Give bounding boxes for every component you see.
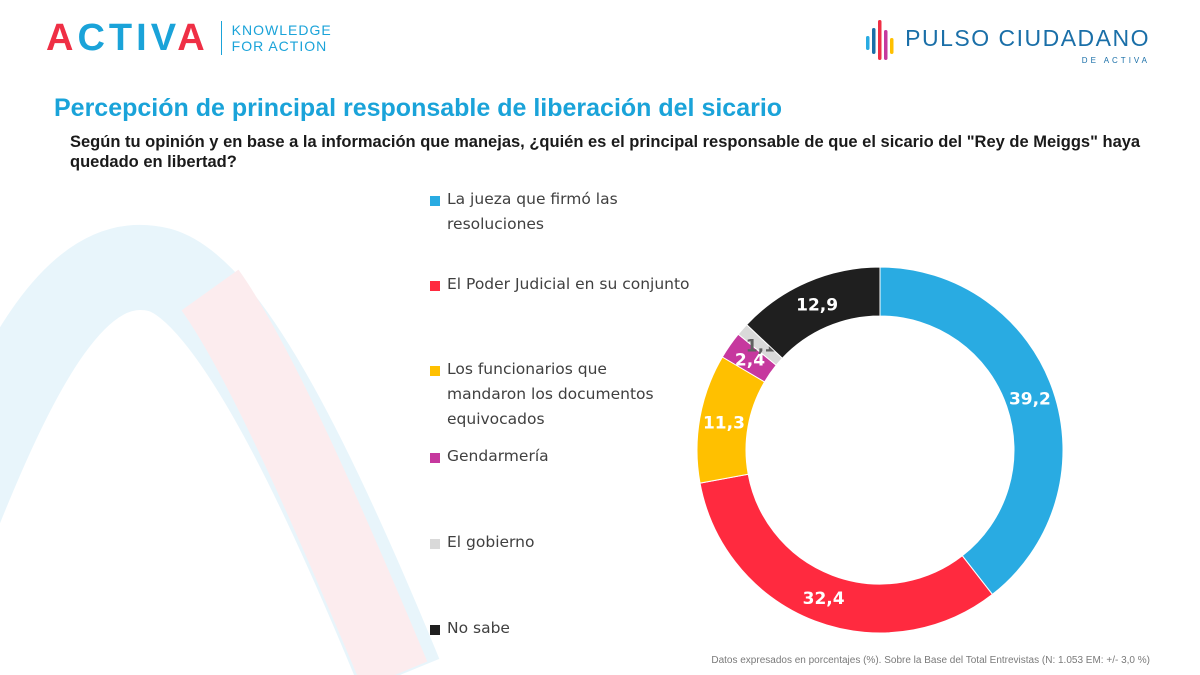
legend-label: El gobierno [447, 533, 535, 551]
pulse-bars-icon [866, 20, 894, 60]
legend-item: Gendarmería [430, 447, 690, 469]
legend-item: Los funcionarios que mandaron los docume… [430, 360, 690, 432]
donut-slice [745, 266, 881, 359]
tagline-line-2: FOR ACTION [231, 38, 328, 54]
chart-title: Percepción de principal responsable de l… [54, 94, 782, 123]
activa-tagline: KNOWLEDGE FOR ACTION [232, 22, 332, 54]
tagline-line-1: KNOWLEDGE [231, 22, 332, 38]
legend-swatch [430, 453, 440, 463]
legend-item: El Poder Judicial en su conjunto [430, 275, 690, 297]
donut-slice [879, 266, 1064, 596]
slice-value-label: 2,4 [735, 350, 765, 370]
legend-item: No sabe [430, 619, 690, 641]
pulso-name: PULSO CIUDADANO [905, 25, 1150, 51]
donut-slice [699, 473, 994, 634]
footnote: Datos expresados en porcentajes (%). Sob… [711, 655, 1150, 666]
slice-value-label: 11,3 [703, 413, 745, 433]
donut-chart: 39,232,411,32,41,112,9 [696, 266, 1064, 634]
legend-swatch [430, 196, 440, 206]
pulso-ciudadano-logo: PULSO CIUDADANO DE ACTIVA [865, 18, 1150, 70]
survey-question: Según tu opinión y en base a la informac… [70, 133, 1141, 171]
logo-divider [220, 21, 222, 55]
activa-wordmark: ACTIVA [46, 17, 209, 59]
legend-swatch [430, 539, 440, 549]
legend-label: No sabe [447, 619, 510, 637]
legend-swatch [430, 281, 440, 291]
slice-value-label: 39,2 [1009, 390, 1051, 410]
slice-value-label: 12,9 [796, 296, 838, 316]
legend-item: El gobierno [430, 533, 690, 555]
legend-label: La jueza que firmó las resoluciones [447, 190, 618, 233]
title-emphasis: principal responsable de liberación del … [231, 94, 783, 122]
legend-label: Gendarmería [447, 447, 549, 465]
legend-swatch [430, 366, 440, 376]
legend-label: El Poder Judicial en su conjunto [447, 275, 690, 293]
pulso-subtitle: DE ACTIVA [1081, 56, 1150, 65]
legend-swatch [430, 625, 440, 635]
slice-value-label: 32,4 [803, 589, 845, 609]
legend-item: La jueza que firmó las resoluciones [430, 190, 690, 237]
title-prefix: Percepción de [54, 94, 232, 122]
activa-logo: ACTIVA KNOWLEDGE FOR ACTION [46, 18, 332, 58]
legend-label: Los funcionarios que mandaron los docume… [447, 360, 654, 428]
